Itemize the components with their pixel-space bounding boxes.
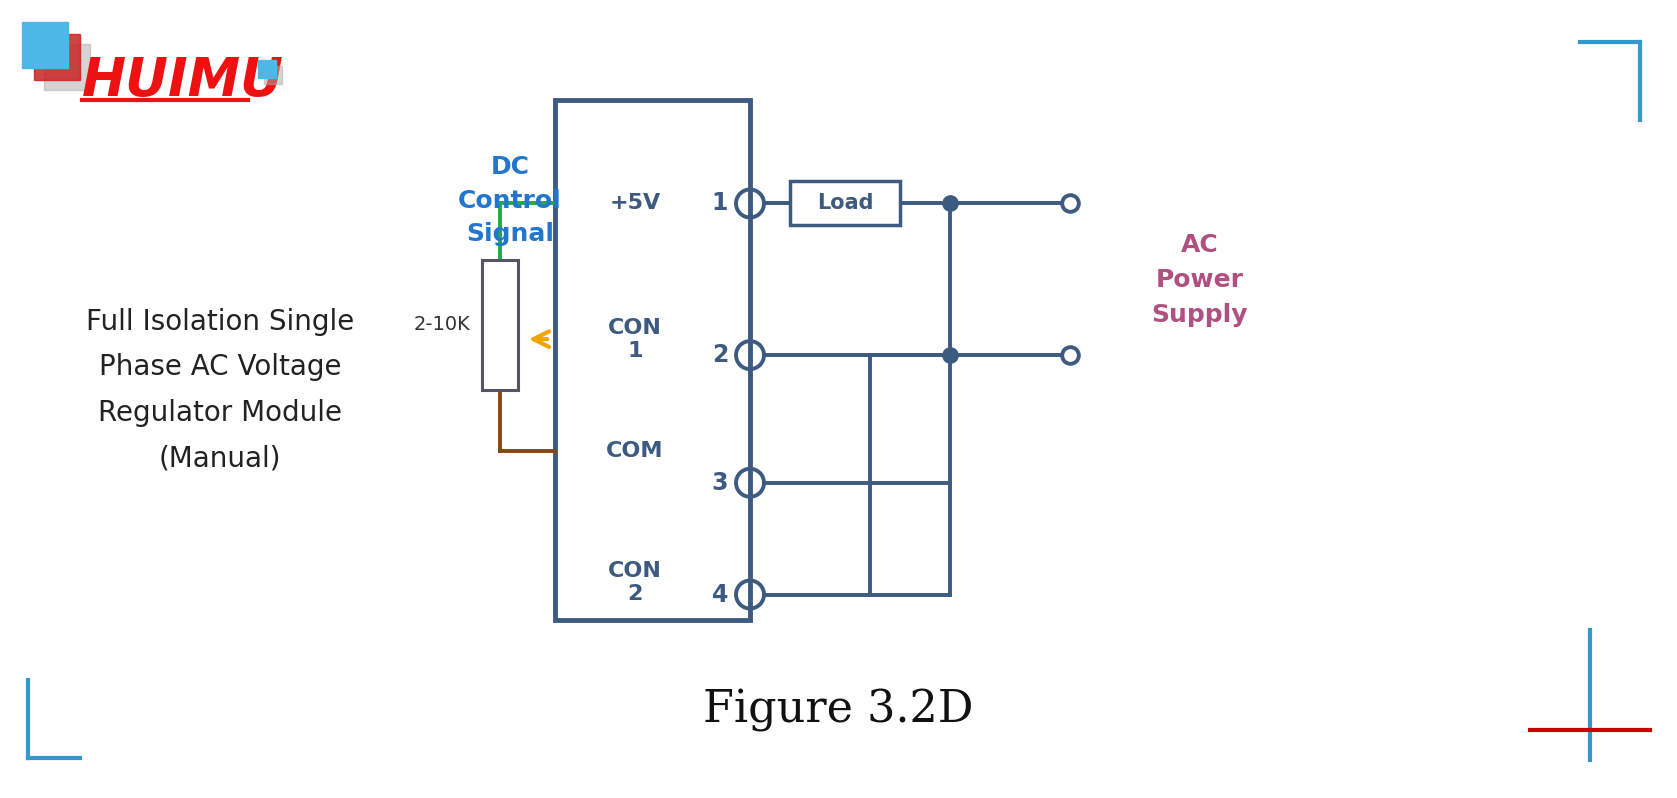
FancyBboxPatch shape [555, 100, 750, 620]
Text: COM: COM [607, 440, 664, 461]
FancyBboxPatch shape [790, 181, 901, 226]
Text: 4: 4 [711, 583, 728, 606]
Bar [44, 44, 91, 90]
Text: CON
1: CON 1 [609, 318, 662, 361]
Text: +5V: +5V [609, 193, 661, 214]
Text: 1: 1 [711, 192, 728, 215]
Text: 2-10K: 2-10K [413, 315, 470, 334]
Text: 2: 2 [711, 343, 728, 367]
Text: DC
Control
Signal: DC Control Signal [458, 155, 562, 246]
Bar [22, 22, 69, 68]
Text: CON
2: CON 2 [609, 561, 662, 604]
FancyBboxPatch shape [481, 260, 518, 390]
Bar [263, 66, 282, 84]
Text: 3: 3 [711, 471, 728, 495]
Text: AC
Power
Supply: AC Power Supply [1152, 232, 1248, 327]
Text: Full Isolation Single
Phase AC Voltage
Regulator Module
(Manual): Full Isolation Single Phase AC Voltage R… [86, 307, 354, 472]
Bar [258, 60, 277, 78]
Text: HUIMU: HUIMU [82, 55, 283, 107]
Text: Load: Load [817, 193, 874, 214]
Text: Figure 3.2D: Figure 3.2D [703, 689, 973, 732]
Bar [34, 34, 80, 80]
